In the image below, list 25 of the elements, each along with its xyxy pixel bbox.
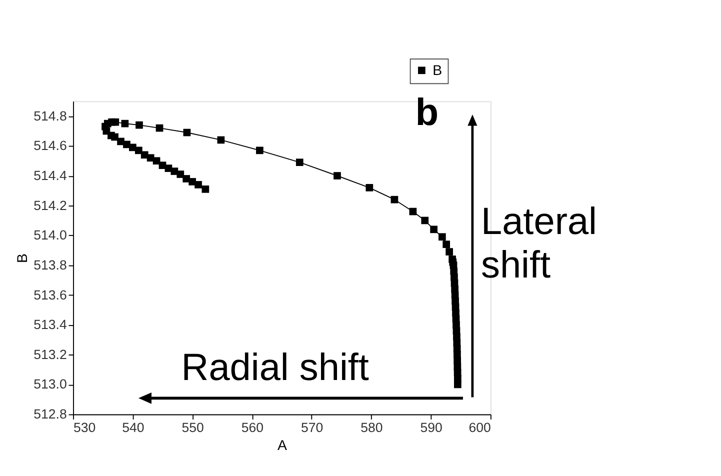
- y-tick-label: 514.2: [34, 198, 67, 213]
- y-axis-title: B: [15, 253, 32, 263]
- x-tick-label: 550: [182, 420, 204, 435]
- y-tick-label: 513.2: [34, 346, 67, 362]
- annotation: Lateral shift: [480, 201, 597, 287]
- legend-label: B: [432, 63, 442, 80]
- y-tick-label: 513.6: [34, 287, 67, 302]
- y-tick-label: 513.0: [34, 376, 67, 392]
- y-tick-label: 512.8: [34, 406, 67, 422]
- x-axis-title: A: [277, 438, 288, 454]
- y-tick-label: 514.6: [34, 138, 67, 154]
- y-tick-label: 514.4: [34, 168, 67, 184]
- x-tick-label: 570: [300, 420, 324, 435]
- x-tick-label: 540: [122, 420, 144, 435]
- annotation: Radial shift: [181, 347, 370, 390]
- x-tick-label: 590: [420, 420, 442, 435]
- x-tick-label: 580: [360, 420, 383, 435]
- y-tick-label: 514.0: [34, 228, 67, 243]
- x-tick-label: 560: [241, 420, 264, 435]
- x-tick-label: 530: [74, 420, 96, 435]
- x-tick-label: 600: [468, 420, 491, 435]
- y-tick-label: 513.8: [34, 257, 67, 272]
- y-tick-label: 514.8: [34, 108, 67, 124]
- y-tick-label: 513.4: [34, 317, 67, 332]
- annotation: b: [415, 92, 438, 134]
